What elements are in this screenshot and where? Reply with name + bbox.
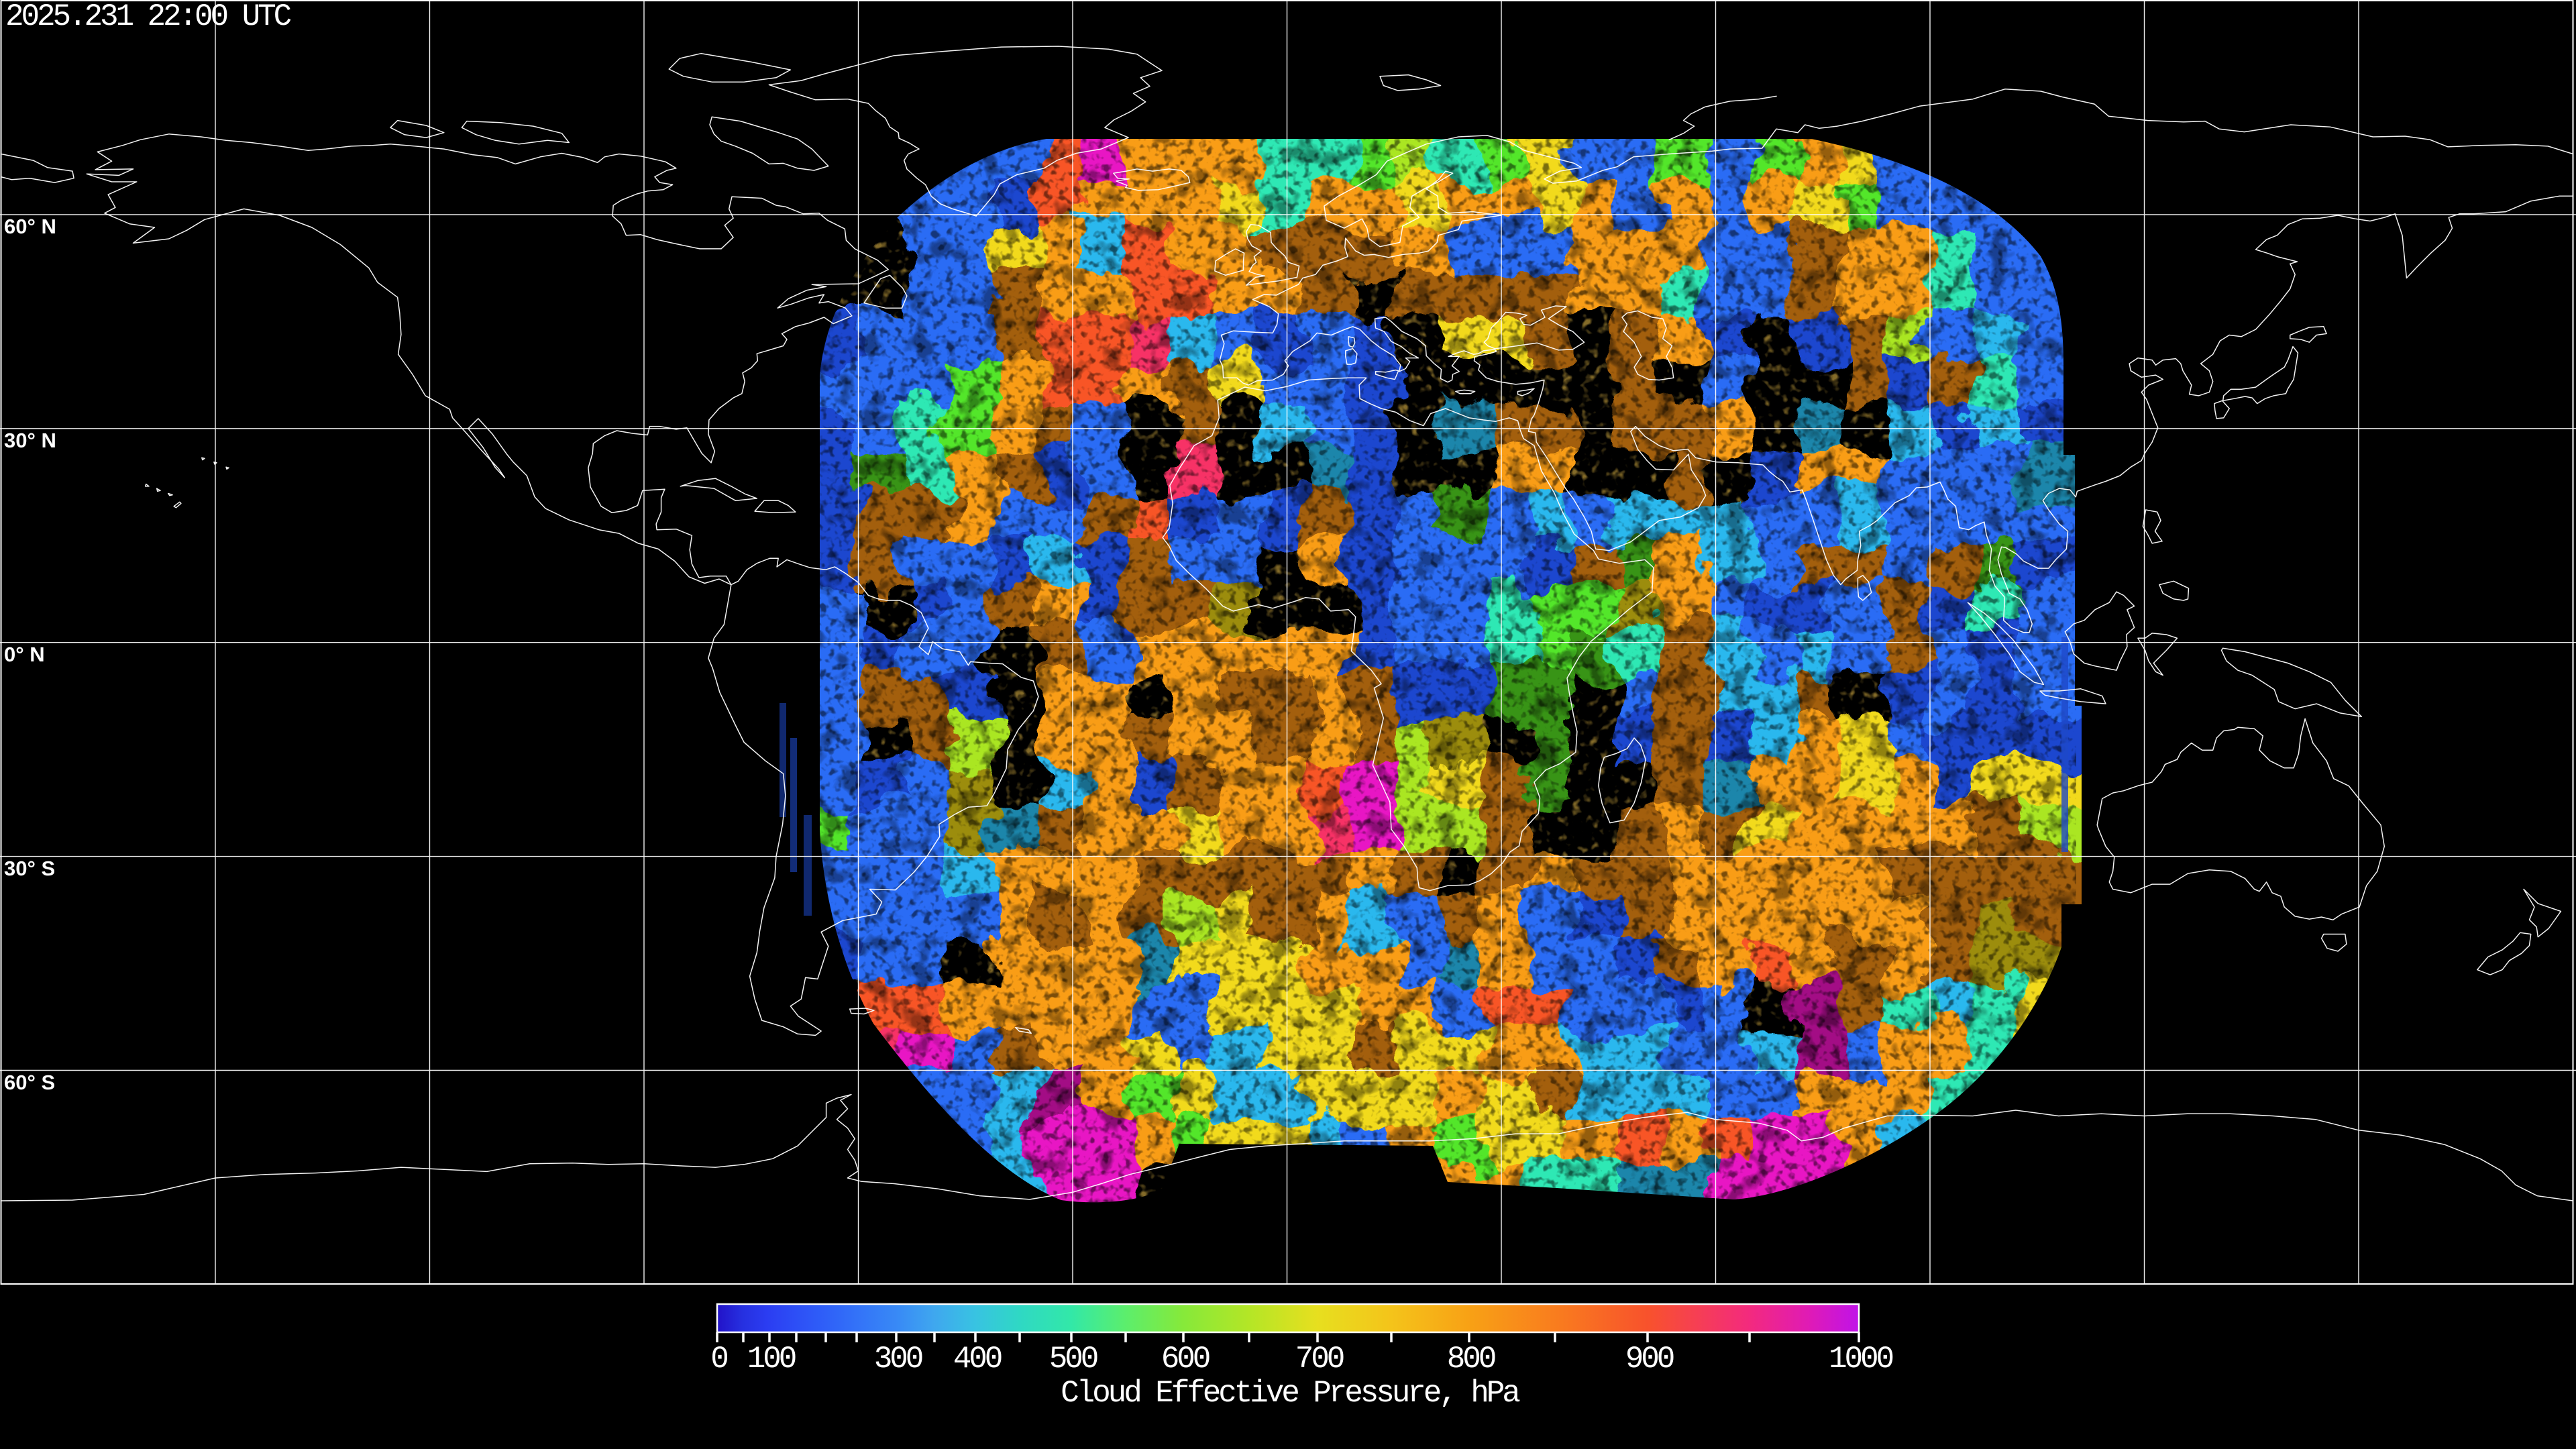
svg-text:2025.231 22:00 UTC: 2025.231 22:00 UTC: [5, 0, 291, 34]
svg-text:30° S: 30° S: [4, 857, 55, 880]
svg-text:60° S: 60° S: [4, 1071, 55, 1094]
svg-text:Cloud Effective Pressure, hPa: Cloud Effective Pressure, hPa: [1061, 1376, 1520, 1411]
svg-text:100: 100: [747, 1342, 796, 1377]
svg-text:400: 400: [953, 1342, 1002, 1377]
svg-text:800: 800: [1447, 1342, 1495, 1377]
svg-text:500: 500: [1049, 1342, 1097, 1377]
svg-text:600: 600: [1161, 1342, 1210, 1377]
svg-text:1000: 1000: [1829, 1342, 1893, 1377]
svg-text:0° N: 0° N: [4, 643, 45, 666]
svg-text:900: 900: [1625, 1342, 1674, 1377]
svg-text:30° N: 30° N: [4, 429, 56, 452]
svg-text:300: 300: [874, 1342, 922, 1377]
svg-text:0: 0: [710, 1342, 727, 1377]
svg-text:700: 700: [1295, 1342, 1344, 1377]
svg-text:60° N: 60° N: [4, 215, 56, 238]
